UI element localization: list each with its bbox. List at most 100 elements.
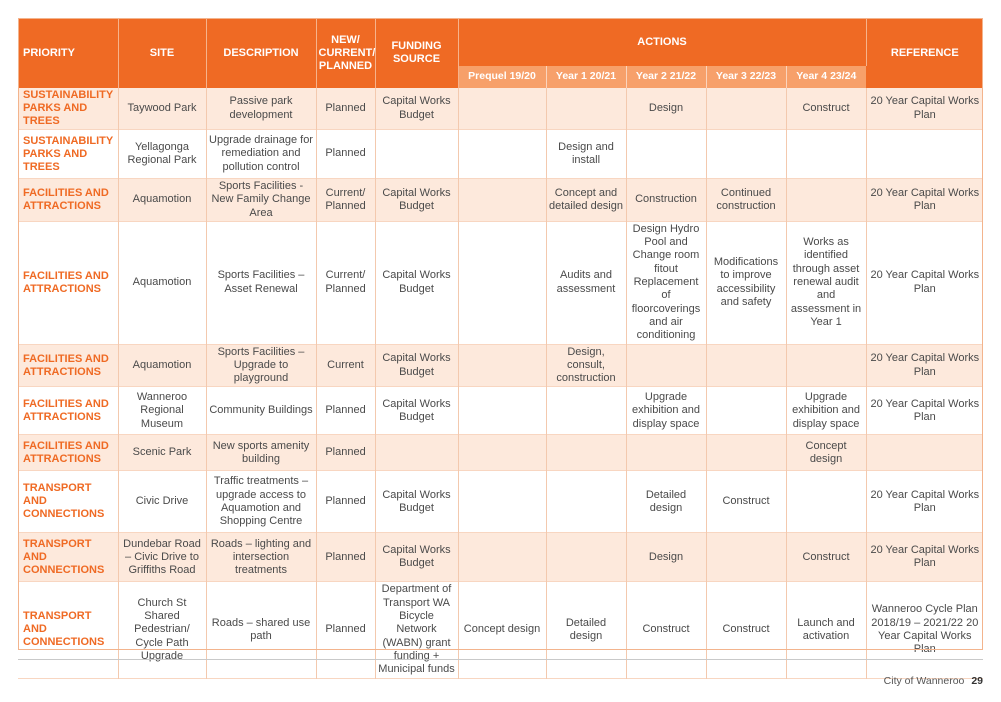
header-year-1: Year 1 20/21: [546, 66, 627, 88]
header-status: NEW/ CURRENT/ PLANNED: [316, 18, 376, 88]
funding-cell: Capital Works Budget: [375, 532, 459, 582]
year-cell: [458, 532, 547, 582]
header-site: SITE: [118, 18, 207, 88]
priority-cell: FACILITIES AND ATTRACTIONS: [18, 178, 119, 222]
funding-cell: Capital Works Budget: [375, 386, 459, 435]
year-cell: Construct: [786, 88, 867, 130]
reference-cell: 20 Year Capital Works Plan: [866, 178, 984, 222]
footer-divider: [18, 659, 983, 660]
site-cell: Civic Drive: [118, 470, 207, 533]
site-cell: Scenic Park: [118, 434, 207, 471]
year-cell: Detailed design: [546, 581, 627, 679]
header-year-2: Year 2 21/22: [626, 66, 707, 88]
description-cell: Sports Facilities – Asset Renewal: [206, 221, 317, 345]
site-cell: Aquamotion: [118, 178, 207, 222]
reference-cell: 20 Year Capital Works Plan: [866, 344, 984, 387]
table-row: FACILITIES AND ATTRACTIONS Aquamotion Sp…: [18, 344, 984, 387]
year-cell: [786, 129, 867, 179]
site-cell: Taywood Park: [118, 88, 207, 130]
reference-cell: 20 Year Capital Works Plan: [866, 532, 984, 582]
header-row: PRIORITY SITE DESCRIPTION NEW/ CURRENT/ …: [18, 18, 984, 88]
year-cell: Design: [626, 532, 707, 582]
table-row: SUSTAINABILITY PARKS AND TREES Taywood P…: [18, 88, 984, 130]
year-cell: Construction: [626, 178, 707, 222]
year-cell: [546, 532, 627, 582]
year-cell: Detailed design: [626, 470, 707, 533]
funding-cell: [375, 129, 459, 179]
status-cell: Current/ Planned: [316, 221, 376, 345]
priority-cell: FACILITIES AND ATTRACTIONS: [18, 386, 119, 435]
status-cell: Current: [316, 344, 376, 387]
year-cell: [546, 434, 627, 471]
year-cell: Construct: [706, 470, 787, 533]
description-cell: Roads – shared use path: [206, 581, 317, 679]
reference-cell: 20 Year Capital Works Plan: [866, 470, 984, 533]
year-cell: Design and install: [546, 129, 627, 179]
description-cell: Sports Facilities - New Family Change Ar…: [206, 178, 317, 222]
year-cell: [626, 344, 707, 387]
header-funding-source: FUNDING SOURCE: [375, 18, 459, 88]
year-cell: Continued construction: [706, 178, 787, 222]
site-cell: Aquamotion: [118, 221, 207, 345]
header-reference: REFERENCE: [866, 18, 984, 88]
table-row: TRANSPORT AND CONNECTIONS Church St Shar…: [18, 581, 984, 679]
year-cell: Construct: [626, 581, 707, 679]
status-cell: Planned: [316, 470, 376, 533]
action-plan-table: PRIORITY SITE DESCRIPTION NEW/ CURRENT/ …: [18, 18, 984, 679]
year-cell: Works as identified through asset renewa…: [786, 221, 867, 345]
year-cell: [706, 88, 787, 130]
year-cell: Construct: [706, 581, 787, 679]
priority-cell: FACILITIES AND ATTRACTIONS: [18, 434, 119, 471]
funding-cell: Capital Works Budget: [375, 178, 459, 222]
description-cell: New sports amenity building: [206, 434, 317, 471]
funding-cell: Capital Works Budget: [375, 344, 459, 387]
year-cell: Concept design: [458, 581, 547, 679]
site-cell: Wanneroo Regional Museum: [118, 386, 207, 435]
year-cell: [458, 129, 547, 179]
description-cell: Traffic treatments – upgrade access to A…: [206, 470, 317, 533]
header-year-3: Year 3 22/23: [706, 66, 787, 88]
year-cell: [786, 344, 867, 387]
status-cell: Planned: [316, 434, 376, 471]
status-cell: Planned: [316, 129, 376, 179]
funding-cell: [375, 434, 459, 471]
year-cell: [546, 386, 627, 435]
year-cell: [706, 386, 787, 435]
priority-cell: TRANSPORT AND CONNECTIONS: [18, 581, 119, 679]
site-cell: Yellagonga Regional Park: [118, 129, 207, 179]
reference-cell: Wanneroo Cycle Plan 2018/19 – 2021/22 20…: [866, 581, 984, 679]
year-cell: Concept design: [786, 434, 867, 471]
status-cell: Planned: [316, 386, 376, 435]
description-cell: Upgrade drainage for remediation and pol…: [206, 129, 317, 179]
year-cell: [706, 129, 787, 179]
year-cell: [706, 434, 787, 471]
funding-cell: Department of Transport WA Bicycle Netwo…: [375, 581, 459, 679]
year-cell: [626, 129, 707, 179]
year-cell: [458, 178, 547, 222]
table-row: FACILITIES AND ATTRACTIONS Aquamotion Sp…: [18, 178, 984, 222]
year-cell: Modifications to improve accessibility a…: [706, 221, 787, 345]
funding-cell: Capital Works Budget: [375, 221, 459, 345]
status-cell: Current/ Planned: [316, 178, 376, 222]
year-cell: [458, 221, 547, 345]
year-cell: [786, 470, 867, 533]
description-cell: Community Buildings: [206, 386, 317, 435]
header-description: DESCRIPTION: [206, 18, 317, 88]
description-cell: Roads – lighting and intersection treatm…: [206, 532, 317, 582]
priority-cell: FACILITIES AND ATTRACTIONS: [18, 221, 119, 345]
funding-cell: Capital Works Budget: [375, 470, 459, 533]
page-footer: City of Wanneroo 29: [884, 675, 983, 687]
table-row: TRANSPORT AND CONNECTIONS Civic Drive Tr…: [18, 470, 984, 533]
header-year-4: Year 4 23/24: [786, 66, 867, 88]
header-actions: ACTIONS: [458, 18, 867, 66]
year-cell: [458, 434, 547, 471]
priority-cell: SUSTAINABILITY PARKS AND TREES: [18, 88, 119, 130]
year-cell: [546, 88, 627, 130]
year-header-row: Prequel 19/20 Year 1 20/21 Year 2 21/22 …: [18, 66, 983, 88]
year-cell: Design, consult, construction: [546, 344, 627, 387]
year-cell: Upgrade exhibition and display space: [626, 386, 707, 435]
priority-cell: TRANSPORT AND CONNECTIONS: [18, 470, 119, 533]
site-cell: Aquamotion: [118, 344, 207, 387]
table-row: TRANSPORT AND CONNECTIONS Dundebar Road …: [18, 532, 984, 582]
site-cell: Dundebar Road – Civic Drive to Griffiths…: [118, 532, 207, 582]
